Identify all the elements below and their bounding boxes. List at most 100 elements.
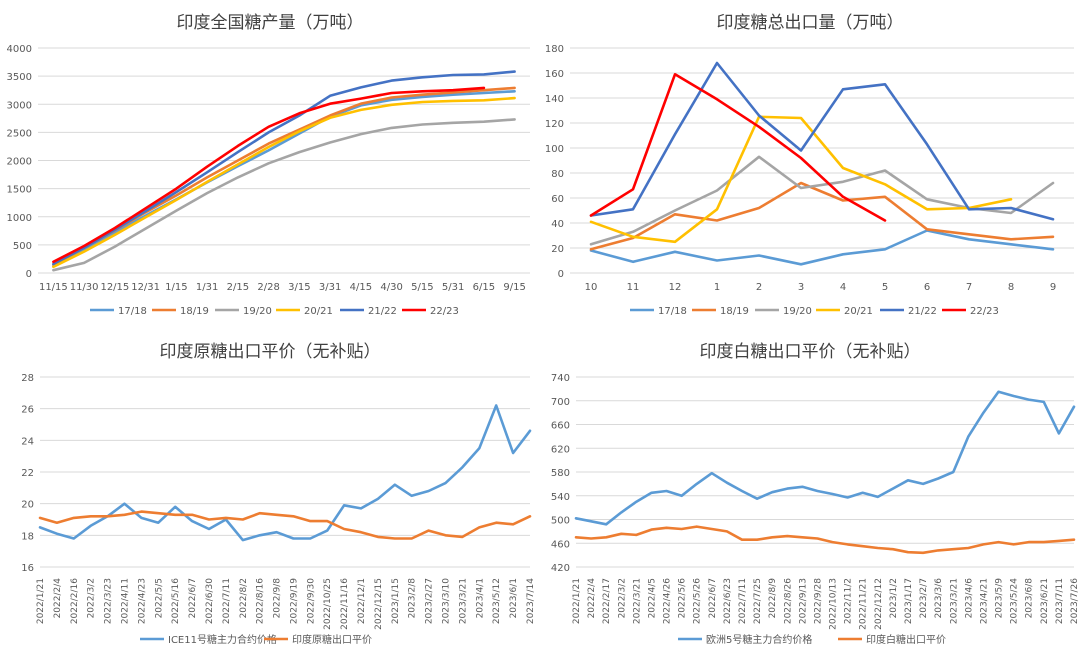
legend-label: 17/18: [658, 306, 687, 317]
x-tick-label: 2023/3/6: [934, 578, 944, 619]
x-tick-label: 2023/1/2: [889, 578, 899, 618]
series-line-3: [589, 155, 1055, 246]
y-tick-label: 0: [558, 269, 564, 280]
x-tick-label: 2023/3/10: [442, 578, 452, 624]
x-tick-label: 2023/2/27: [425, 578, 435, 624]
x-tick-label: 2022/3/2: [87, 578, 97, 618]
x-tick-label: 2022/9/30: [306, 578, 316, 624]
legend-label: ICE11号糖主力合约价格: [168, 633, 277, 646]
x-tick-label: 2022/6/23: [723, 578, 733, 624]
legend-label: 18/19: [180, 306, 209, 317]
chart-raw-sugar-parity: 印度原糖出口平价（无补贴） 16 18 20 22 24 26 28 2022/1/21 2022…: [21, 342, 536, 646]
x-tick-label: 2022/2/17: [602, 578, 612, 624]
x-tick-label: 2: [756, 282, 762, 293]
x-tick-label: 2/28: [257, 282, 279, 293]
x-tick-label: 2023/7/14: [526, 578, 536, 624]
series-line-6: [589, 73, 887, 222]
y-tick-label: 620: [551, 444, 570, 455]
y-tick-label: 20: [21, 500, 34, 511]
legend-label: 21/22: [908, 306, 937, 317]
y-tick-label: 2500: [7, 128, 32, 139]
y-tick-label: 40: [551, 219, 564, 230]
x-tick-label: 11/30: [70, 282, 99, 293]
series-line-5: [52, 70, 516, 266]
x-tick-label: 2022/5/26: [693, 578, 703, 624]
y-tick-label: 460: [551, 539, 570, 550]
x-tick-label: 7: [966, 282, 972, 293]
x-tick-label: 6: [924, 282, 930, 293]
x-tick-label: 2022/5/5: [154, 578, 164, 618]
y-tick-label: 140: [545, 94, 564, 105]
x-tick-label: 2022/4/11: [120, 578, 130, 624]
x-tick-label: 11: [627, 282, 640, 293]
y-tick-label: 0: [26, 269, 32, 280]
x-tick-label: 2023/5/9: [995, 578, 1005, 619]
x-tick-label: 2022/8/26: [783, 578, 793, 624]
legend-label: 20/21: [844, 306, 873, 317]
chart-white-sugar-parity: 印度白糖出口平价（无补贴） 420 460 500 540 580 620 660 700 740…: [551, 342, 1080, 646]
legend-label: 印度原糖出口平价: [292, 633, 372, 646]
x-tick-label: 2022/11/2: [844, 578, 854, 624]
x-tick-label: 2022/9/28: [813, 578, 823, 624]
x-tick-label: 2022/12/1: [357, 578, 367, 624]
x-tick-label: 2022/11/16: [340, 578, 350, 630]
y-tick-label: 80: [551, 169, 564, 180]
x-tick-label: 12/15: [100, 282, 129, 293]
y-tick-label: 3000: [7, 100, 32, 111]
x-tick-label: 2022/7/11: [222, 578, 232, 624]
legend-label: 18/19: [720, 306, 749, 317]
y-tick-label: 24: [21, 436, 34, 447]
y-tick-label: 16: [21, 563, 34, 574]
series-line-3: [52, 118, 516, 272]
y-tick-label: 500: [13, 241, 32, 252]
x-tick-label: 6/15: [473, 282, 495, 293]
x-tick-label: 12: [669, 282, 682, 293]
x-tick-label: 3/15: [288, 282, 310, 293]
legend-label: 21/22: [368, 306, 397, 317]
y-tick-label: 580: [551, 468, 570, 479]
x-tick-label: 2022/2/4: [53, 578, 63, 619]
series-line-1: [574, 390, 1076, 526]
y-tick-label: 700: [551, 397, 570, 408]
y-tick-label: 20: [551, 244, 564, 255]
y-tick-label: 540: [551, 492, 570, 503]
series-line-5: [589, 61, 1055, 221]
series-line-1: [38, 404, 532, 542]
x-tick-label: 3: [798, 282, 804, 293]
x-tick-label: 2023/3/21: [458, 578, 468, 624]
y-tick-label: 22: [21, 468, 34, 479]
x-tick-label: 12/31: [131, 282, 160, 293]
chart-title: 印度原糖出口平价（无补贴）: [160, 342, 381, 362]
x-tick-label: 2022/1/21: [36, 578, 46, 624]
y-tick-label: 1000: [7, 213, 32, 224]
x-tick-label: 5/15: [411, 282, 433, 293]
y-tick-label: 3500: [7, 72, 32, 83]
x-tick-label: 2022/10/25: [323, 578, 333, 630]
x-tick-label: 2023/4/21: [979, 578, 989, 624]
series-line-1: [52, 90, 516, 268]
x-tick-label: 2022/5/16: [171, 578, 181, 624]
y-tick-label: 420: [551, 563, 570, 574]
y-tick-label: 160: [545, 69, 564, 80]
x-tick-label: 2023/1/17: [904, 578, 914, 624]
x-tick-label: 2023/4/1: [475, 578, 485, 618]
x-tick-label: 4/15: [350, 282, 372, 293]
x-tick-label: 2023/7/11: [1055, 578, 1065, 624]
y-tick-label: 28: [21, 373, 34, 384]
x-tick-label: 2022/1/21: [572, 578, 582, 624]
x-tick-label: 2023/6/21: [1040, 578, 1050, 624]
y-tick-label: 660: [551, 421, 570, 432]
legend-label: 22/23: [970, 306, 999, 317]
x-tick-label: 9: [1050, 282, 1056, 293]
x-tick-label: 2022/2/4: [587, 578, 597, 619]
x-tick-label: 2022/9/13: [798, 578, 808, 624]
chart-title: 印度全国糖产量（万吨）: [177, 13, 364, 33]
series-line-4: [589, 115, 1013, 244]
y-tick-label: 100: [545, 144, 564, 155]
x-tick-label: 1/15: [165, 282, 187, 293]
legend-label: 20/21: [304, 306, 333, 317]
legend-label: 22/23: [430, 306, 459, 317]
chart-panel-raw-sugar-parity: 印度原糖出口平价（无补贴） 16 18 20 22 24 26 28 2022/1/21 2022…: [0, 329, 540, 658]
series-line-6: [52, 86, 486, 264]
